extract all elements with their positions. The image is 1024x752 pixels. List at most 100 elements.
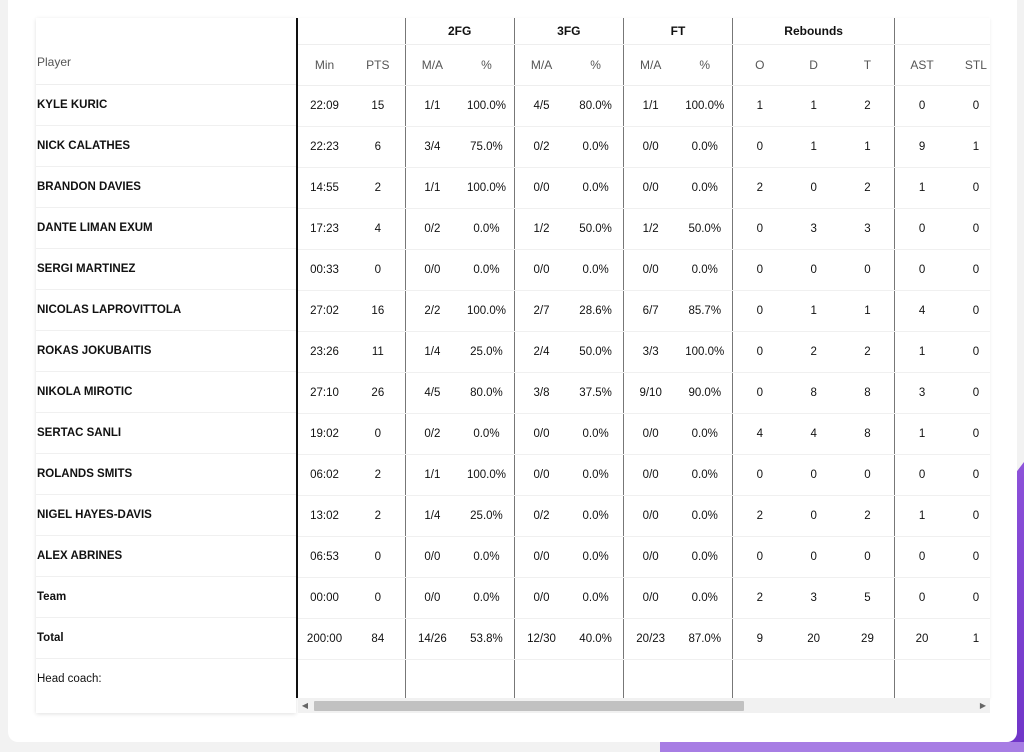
stat-cell: 0.0% <box>568 126 624 168</box>
stat-cell: 9 <box>732 618 787 660</box>
empty-cell <box>732 659 787 698</box>
empty-cell <box>568 660 623 699</box>
stat-cell: 2/7 <box>513 290 569 332</box>
group-header-3fg: 3FG <box>513 18 624 45</box>
stat-cell: 0/0 <box>404 577 460 619</box>
stat-cell: 2 <box>351 454 406 496</box>
stat-cell: 0/0 <box>513 536 569 578</box>
player-row: KYLE KURIC <box>36 84 296 126</box>
player-row: ROLANDS SMITS <box>36 453 296 495</box>
table-row: 27:10 26 4/5 80.0% 3/8 37.5% 9/10 90.0% 0 8 8 3 0 <box>298 372 990 414</box>
scroll-right-arrow-icon[interactable]: ▶ <box>979 701 987 710</box>
player-name: DANTE LIMAN EXUM <box>36 207 296 249</box>
stat-cell: 0 <box>351 413 406 455</box>
column-header: % <box>568 44 624 86</box>
column-header: PTS <box>351 44 406 86</box>
group-header-other <box>894 18 990 45</box>
stat-cell: 1 <box>786 126 841 168</box>
stat-cell: 0 <box>894 208 949 250</box>
stat-cell: 0 <box>948 331 990 373</box>
stat-cell: 1 <box>948 126 990 168</box>
stat-cell: 0 <box>948 454 990 496</box>
empty-cell <box>459 660 514 699</box>
player-row: NICK CALATHES <box>36 125 296 167</box>
table-row: 19:02 0 0/2 0.0% 0/0 0.0% 0/0 0.0% 4 4 8 1 0 <box>298 413 990 455</box>
stat-cell: 12/30 <box>513 618 569 660</box>
stat-cell: 20 <box>786 618 841 660</box>
stats-table: 2FG 3FG FT Rebounds Min PTS M/A% M/A% M/A% O D… <box>298 18 990 698</box>
stat-cell: 9 <box>894 126 949 168</box>
stat-cell: 0/0 <box>622 413 678 455</box>
stat-cell: 200:00 <box>298 618 352 660</box>
stat-cell: 85.7% <box>677 290 733 332</box>
table-row: 00:00 0 0/0 0.0% 0/0 0.0% 0/0 0.0% 2 3 5 0 0 <box>298 577 990 619</box>
player-name: BRANDON DAVIES <box>36 166 296 208</box>
stat-cell: 0 <box>948 536 990 578</box>
stat-cell: 13:02 <box>298 495 352 537</box>
stat-cell: 0 <box>948 249 990 291</box>
stat-cell: 0/2 <box>404 413 460 455</box>
table-row: 22:09 15 1/1 100.0% 4/5 80.0% 1/1 100.0% 1 1 2 0 0 <box>298 85 990 127</box>
stat-cell: 2/4 <box>513 331 569 373</box>
stat-cell: 06:02 <box>298 454 352 496</box>
stat-cell: 29 <box>840 618 895 660</box>
empty-cell <box>677 660 732 699</box>
frozen-column-divider <box>296 18 298 698</box>
stat-cell: 0 <box>840 249 895 291</box>
stat-cell: 28.6% <box>568 290 624 332</box>
stat-cell: 1/2 <box>513 208 569 250</box>
stat-cell: 75.0% <box>459 126 515 168</box>
stat-cell: 0/0 <box>513 577 569 619</box>
stat-cell: 0 <box>948 167 990 209</box>
scrollbar-thumb[interactable] <box>314 701 744 711</box>
stat-cell: 2 <box>840 85 895 127</box>
stat-cell: 4 <box>894 290 949 332</box>
stat-cell: 1 <box>948 618 990 660</box>
player-table: Player KYLE KURIC NICK CALATHES BRANDON DA… <box>36 18 296 699</box>
stat-cell: 22:23 <box>298 126 352 168</box>
stat-cell: 0/0 <box>513 454 569 496</box>
stats-scroll-area[interactable]: 2FG 3FG FT Rebounds Min PTS M/A% M/A% M/A% O D… <box>298 18 990 698</box>
stat-cell: 3/8 <box>513 372 569 414</box>
stat-cell: 50.0% <box>568 331 624 373</box>
stat-cell: 0.0% <box>459 413 515 455</box>
empty-cell <box>841 660 895 699</box>
scroll-left-arrow-icon[interactable]: ◀ <box>301 701 309 710</box>
stat-cell: 25.0% <box>459 495 515 537</box>
stat-cell: 0/0 <box>404 536 460 578</box>
stat-cell: 2 <box>840 167 895 209</box>
stat-cell: 15 <box>351 85 406 127</box>
player-name: ROLANDS SMITS <box>36 453 296 495</box>
background-accent-bar <box>660 742 1024 752</box>
stat-cell: 0.0% <box>568 454 624 496</box>
table-row: 23:26 11 1/4 25.0% 2/4 50.0% 3/3 100.0% 0 2 2 1 0 <box>298 331 990 373</box>
stat-cell: 1 <box>840 126 895 168</box>
stat-cell: 1/1 <box>622 85 678 127</box>
stat-cell: 0 <box>732 208 787 250</box>
group-header-2fg: 2FG <box>404 18 515 45</box>
stat-cell: 0 <box>351 577 406 619</box>
player-header: Player <box>36 18 296 85</box>
player-row: Total <box>36 617 296 659</box>
column-header: O <box>732 44 787 86</box>
stat-cell: 2 <box>840 331 895 373</box>
stat-cell: 0 <box>948 495 990 537</box>
group-header-ft: FT <box>622 18 733 45</box>
stat-cell: 0 <box>948 208 990 250</box>
column-header: Min <box>298 44 352 86</box>
column-header: M/A <box>622 44 678 86</box>
stat-cell: 0 <box>732 249 787 291</box>
stat-cell: 0/2 <box>513 126 569 168</box>
stat-cell: 1/1 <box>404 454 460 496</box>
stat-cell: 1 <box>894 331 949 373</box>
horizontal-scrollbar[interactable]: ◀ ▶ <box>298 698 990 713</box>
stat-cell: 2 <box>732 495 787 537</box>
stat-cell: 1/4 <box>404 331 460 373</box>
stat-cell: 0.0% <box>677 413 733 455</box>
stat-cell: 0/0 <box>622 167 678 209</box>
stat-cell: 0.0% <box>677 249 733 291</box>
stat-cell: 0.0% <box>459 577 515 619</box>
stat-cell: 17:23 <box>298 208 352 250</box>
stat-cell: 0.0% <box>677 454 733 496</box>
group-header-rebounds: Rebounds <box>732 18 895 45</box>
